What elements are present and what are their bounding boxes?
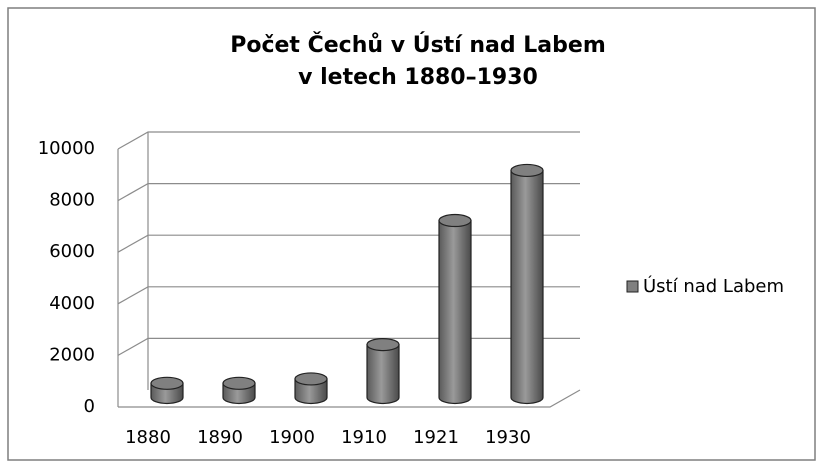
x-tick-label: 1900 (269, 427, 315, 448)
bar-top (438, 213, 472, 228)
grid-line (117, 337, 580, 356)
legend-swatch (626, 280, 639, 293)
y-tick-label: 10000 (38, 138, 95, 159)
axes (117, 132, 581, 408)
bar-top (222, 376, 256, 390)
bar (294, 378, 328, 405)
y-tick-label: 8000 (49, 190, 95, 211)
bar-top (294, 372, 328, 386)
y-tick-label: 2000 (49, 344, 95, 365)
bar (438, 219, 472, 405)
floor-edge (118, 389, 581, 408)
grid-line (117, 131, 580, 150)
y-tick-label: 6000 (49, 241, 95, 262)
grid-line (117, 183, 580, 202)
y-tick-label: 4000 (49, 293, 95, 314)
chart-border (7, 7, 816, 461)
x-tick-label: 1890 (197, 427, 243, 448)
grid-line (117, 286, 580, 305)
chart-title: v letech 1880–1930 (298, 65, 538, 90)
chart-title: Počet Čechů v Ústí nad Labem (230, 32, 606, 58)
bar-top (150, 376, 184, 390)
legend-label: Ústí nad Labem (643, 275, 784, 297)
x-tick-label: 1910 (341, 427, 387, 448)
y-tick-label: 0 (84, 396, 95, 417)
grid-line (117, 234, 580, 253)
bar (366, 344, 400, 405)
x-tick-label: 1930 (485, 427, 531, 448)
bar (510, 169, 544, 405)
bar-top (366, 338, 400, 352)
bar-top (510, 163, 544, 178)
x-tick-label: 1880 (125, 427, 171, 448)
x-tick-label: 1921 (413, 427, 459, 448)
